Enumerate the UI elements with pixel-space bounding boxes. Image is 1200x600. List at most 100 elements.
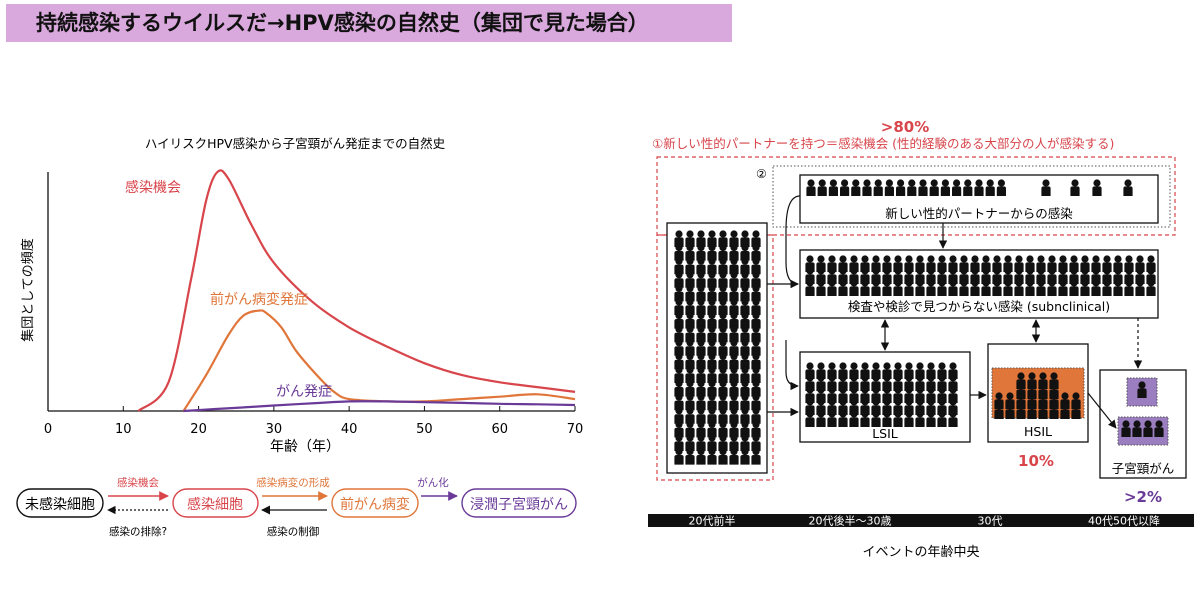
person-icon (1016, 402, 1026, 419)
series-label-precancer: 前がん病変発症 (210, 291, 308, 308)
arrow-infection-label: 感染機会 (117, 476, 159, 489)
arrow-control-label: 感染の制御 (267, 525, 320, 538)
person-icon (828, 179, 838, 196)
person-icon (718, 448, 728, 465)
person-icon (996, 179, 1006, 196)
person-icon (827, 279, 837, 296)
person-icon (729, 448, 739, 465)
person-icon (838, 279, 848, 296)
new-partner-label: 新しい性的パートナーからの感染 (885, 206, 1073, 221)
series-label-cancer: がん発症 (276, 384, 332, 400)
person-icon (1047, 279, 1057, 296)
person-icon (871, 410, 881, 427)
state-invasive-cancer-label: 浸潤子宮頸がん (470, 497, 568, 513)
subclinical-label: 検査や検診で見つからない感染 (subnclinical) (848, 299, 1110, 314)
person-icon (974, 179, 984, 196)
person-icon (1135, 279, 1145, 296)
person-icon (849, 279, 859, 296)
person-icon (985, 179, 995, 196)
person-icon (840, 179, 850, 196)
person-icon (918, 179, 928, 196)
person-icon (860, 279, 870, 296)
arrow-clearance-label: 感染の排除? (109, 525, 167, 538)
person-icon (981, 279, 991, 296)
person-icon (805, 410, 815, 427)
series-line-cancer (183, 400, 576, 413)
person-icon (915, 410, 925, 427)
person-icon (1146, 279, 1156, 296)
headline-new-partner: ①新しい性的パートナーを持つ＝感染機会 (性的経験のある大部分の人が感染する) (652, 136, 1114, 151)
x-tick-label: 40 (341, 422, 358, 437)
person-icon (1132, 420, 1142, 437)
person-icon (904, 410, 914, 427)
person-icon (1014, 279, 1024, 296)
x-axis-ticks: 0 10 20 30 40 50 60 70 (44, 406, 583, 437)
person-icon (1113, 279, 1123, 296)
person-icon (871, 279, 881, 296)
series-line-precancer (182, 309, 576, 412)
person-icon (1092, 179, 1102, 196)
person-icon (696, 448, 706, 465)
state-infected (172, 488, 259, 518)
person-icon (1091, 279, 1101, 296)
person-icon (1143, 420, 1153, 437)
natural-history-chart: ハイリスクHPV感染から子宮頸がん発症までの自然史 集団としての頻度 0 10 20… (20, 136, 583, 455)
slide-title: 持続感染するウイルスだ→HPV感染の自然史（集団で見た場合） (36, 11, 649, 35)
series-line-infection (137, 169, 576, 412)
person-icon (862, 179, 872, 196)
state-precancer (331, 488, 419, 518)
infection-opportunity-region (656, 156, 1176, 236)
person-icon (1071, 402, 1081, 419)
person-icon (952, 179, 962, 196)
y-axis-label: 集団としての頻度 (20, 238, 36, 342)
state-uninfected-label: 未感染細胞 (25, 496, 95, 513)
person-icon (882, 410, 892, 427)
person-icon (1137, 381, 1147, 398)
person-icon (1124, 279, 1134, 296)
timeline-bar (648, 514, 1194, 527)
person-icon (873, 179, 883, 196)
person-icon (893, 279, 903, 296)
person-icon (882, 279, 892, 296)
person-icon (1027, 402, 1037, 419)
person-icon (926, 279, 936, 296)
person-icon (926, 410, 936, 427)
person-icon (1060, 402, 1070, 419)
state-invasive-cancer (461, 488, 577, 518)
person-icon (896, 179, 906, 196)
person-icon (806, 179, 816, 196)
progression-flow: 未感染細胞 感染細胞 前がん病変 浸潤子宮頸がん 感染機会 感染病変の形成 がん… (16, 476, 577, 538)
hsil-label: HSIL (1024, 424, 1052, 439)
marker-2: ② (756, 167, 767, 181)
person-icon (1041, 179, 1051, 196)
person-icon (994, 402, 1004, 419)
x-tick-label: 20 (190, 422, 207, 437)
x-tick-label: 30 (266, 422, 283, 437)
person-icon (904, 279, 914, 296)
person-icon (929, 179, 939, 196)
person-icon (1036, 279, 1046, 296)
person-icon (884, 179, 894, 196)
person-icon (1038, 402, 1048, 419)
timeline-label-1: 20代前半 (689, 514, 736, 528)
person-icon (860, 410, 870, 427)
person-icon (817, 179, 827, 196)
person-icon (816, 279, 826, 296)
population-diagram: >80% ①新しい性的パートナーを持つ＝感染機会 (性的経験のある大部分の人が感… (648, 118, 1194, 560)
person-icon (1102, 279, 1112, 296)
timeline-caption: イベントの年齢中央 (862, 545, 979, 560)
x-tick-label: 70 (567, 422, 584, 437)
person-icon (849, 410, 859, 427)
person-icon (1058, 279, 1068, 296)
person-icon (1069, 279, 1079, 296)
person-icon (1123, 179, 1133, 196)
person-icon (1070, 179, 1080, 196)
arrow-carcinogenesis-label: がん化 (417, 476, 449, 489)
person-icon (1049, 402, 1059, 419)
person-icon (838, 410, 848, 427)
population-box (666, 222, 768, 474)
timeline-label-4: 40代50代以降 (1088, 514, 1160, 528)
pct-cancer: >2% (1124, 488, 1162, 506)
person-icon (963, 179, 973, 196)
person-icon (940, 179, 950, 196)
